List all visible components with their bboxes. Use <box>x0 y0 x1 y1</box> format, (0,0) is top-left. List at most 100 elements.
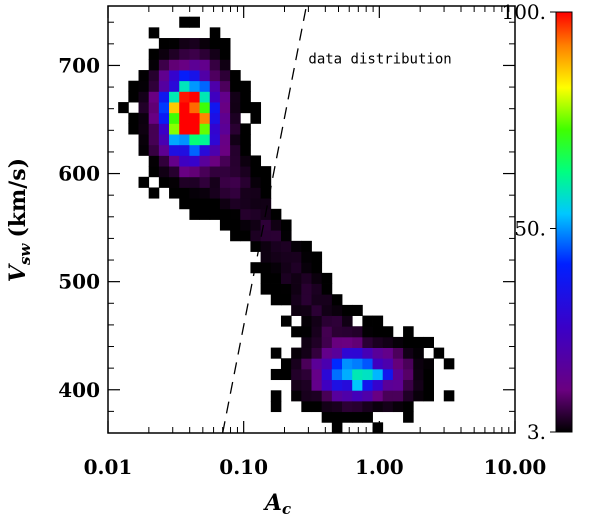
heatmap-cell <box>189 166 200 178</box>
heatmap-cell <box>331 304 343 316</box>
heatmap-cell <box>342 379 353 391</box>
heatmap-cell <box>189 91 200 103</box>
heatmap-cell <box>219 166 231 178</box>
heatmap-cell <box>189 38 200 50</box>
heatmap-cell <box>138 102 150 114</box>
heatmap-cell <box>148 80 160 92</box>
heatmap-cell <box>260 262 272 274</box>
heatmap-cell <box>250 176 262 188</box>
heatmap-cell <box>219 123 231 135</box>
heatmap-cell <box>301 379 312 391</box>
heatmap-cell <box>260 176 272 188</box>
heatmap-cell <box>270 294 282 306</box>
heatmap-cell <box>148 59 160 71</box>
heatmap-cell <box>392 336 404 348</box>
heatmap-cell <box>342 358 353 370</box>
heatmap-cell <box>230 187 241 199</box>
heatmap-cell <box>342 368 353 381</box>
heatmap-cell <box>280 240 292 252</box>
heatmap-cell <box>280 251 292 263</box>
heatmap-cell <box>331 390 343 402</box>
heatmap-cell <box>352 379 363 391</box>
heatmap-cell <box>179 166 190 178</box>
heatmap-cell <box>250 112 262 124</box>
heatmap-cell <box>240 102 251 114</box>
heatmap-cell <box>352 390 363 402</box>
axes-layer: 0.01 0.10 1.00 10.00 400 500 600 700 <box>58 6 546 479</box>
heatmap-cell <box>270 230 282 242</box>
heatmap-cell <box>342 390 353 402</box>
heatmap-cell <box>189 16 200 28</box>
heatmap-cell <box>403 400 414 413</box>
heatmap-cell <box>179 70 190 82</box>
heatmap-cell <box>148 91 160 103</box>
heatmap-cell <box>311 390 323 402</box>
heatmap-cell <box>158 166 170 178</box>
heatmap-cell <box>169 38 180 50</box>
heatmap-cell <box>219 38 231 50</box>
heatmap-cell <box>219 176 231 188</box>
heatmap-cell <box>331 326 343 338</box>
heatmap-cell <box>362 315 373 327</box>
heatmap-cell <box>209 27 221 39</box>
heatmap-cell <box>352 368 363 381</box>
heatmap-cell <box>260 230 272 242</box>
heatmap-cell <box>403 411 414 423</box>
heatmap-cell <box>311 283 323 295</box>
heatmap-cell <box>321 400 333 413</box>
heatmap-cell <box>250 219 262 231</box>
heatmap-cell <box>158 91 170 103</box>
heatmap-cell <box>392 390 404 402</box>
heatmap-cell <box>392 358 404 370</box>
y-tick-label: 700 <box>58 53 100 77</box>
heatmap-cell <box>270 390 282 402</box>
heatmap-cell <box>260 219 272 231</box>
x-tick-label: 1.00 <box>355 455 404 479</box>
heatmap-cell <box>158 134 170 146</box>
heatmap-cell <box>362 326 373 338</box>
heatmap-cell <box>209 102 221 114</box>
heatmap-cell <box>342 304 353 316</box>
heatmap-cell <box>291 347 302 359</box>
heatmap-cell <box>382 379 394 391</box>
heatmap-cell <box>209 134 221 146</box>
heatmap-cell <box>311 315 323 327</box>
heatmap-cell <box>219 102 231 114</box>
heatmap-cell <box>158 38 170 50</box>
plot-frame <box>107 5 516 434</box>
heatmap-cell <box>280 283 292 295</box>
heatmap-cell <box>311 368 323 381</box>
heatmap-cell <box>372 390 384 402</box>
heatmap-cell <box>158 123 170 135</box>
heatmap-cell <box>179 48 190 60</box>
heatmap-cell <box>291 283 302 295</box>
heatmap-cell <box>199 38 211 50</box>
heatmap-cell <box>230 112 241 124</box>
heatmap-cell <box>169 134 180 146</box>
heatmap-cell <box>169 155 180 167</box>
heatmap-cell <box>291 262 302 274</box>
heatmap-cell <box>240 166 251 178</box>
heatmap-cell <box>158 80 170 92</box>
heatmap-cell <box>138 144 150 156</box>
heatmap-cell <box>250 166 262 178</box>
heatmap-cell <box>372 358 384 370</box>
heatmap-cell <box>158 112 170 124</box>
heatmap-cell <box>230 134 241 146</box>
heatmap-cell <box>291 326 302 338</box>
heatmap-cell <box>413 358 424 370</box>
heatmap-cell <box>209 155 221 167</box>
heatmap-cell <box>179 134 190 146</box>
heatmap-cell <box>250 208 262 220</box>
heatmap-cell <box>219 208 231 220</box>
heatmap-cell <box>372 368 384 381</box>
heatmap-cell <box>270 272 282 284</box>
heatmap-cell <box>403 326 414 338</box>
heatmap-cell <box>158 48 170 60</box>
heatmap-cell <box>352 347 363 359</box>
heatmap-cell <box>260 283 272 295</box>
heatmap-cell <box>352 336 363 348</box>
heatmap-cell <box>342 315 353 327</box>
heatmap-cell <box>128 112 139 124</box>
